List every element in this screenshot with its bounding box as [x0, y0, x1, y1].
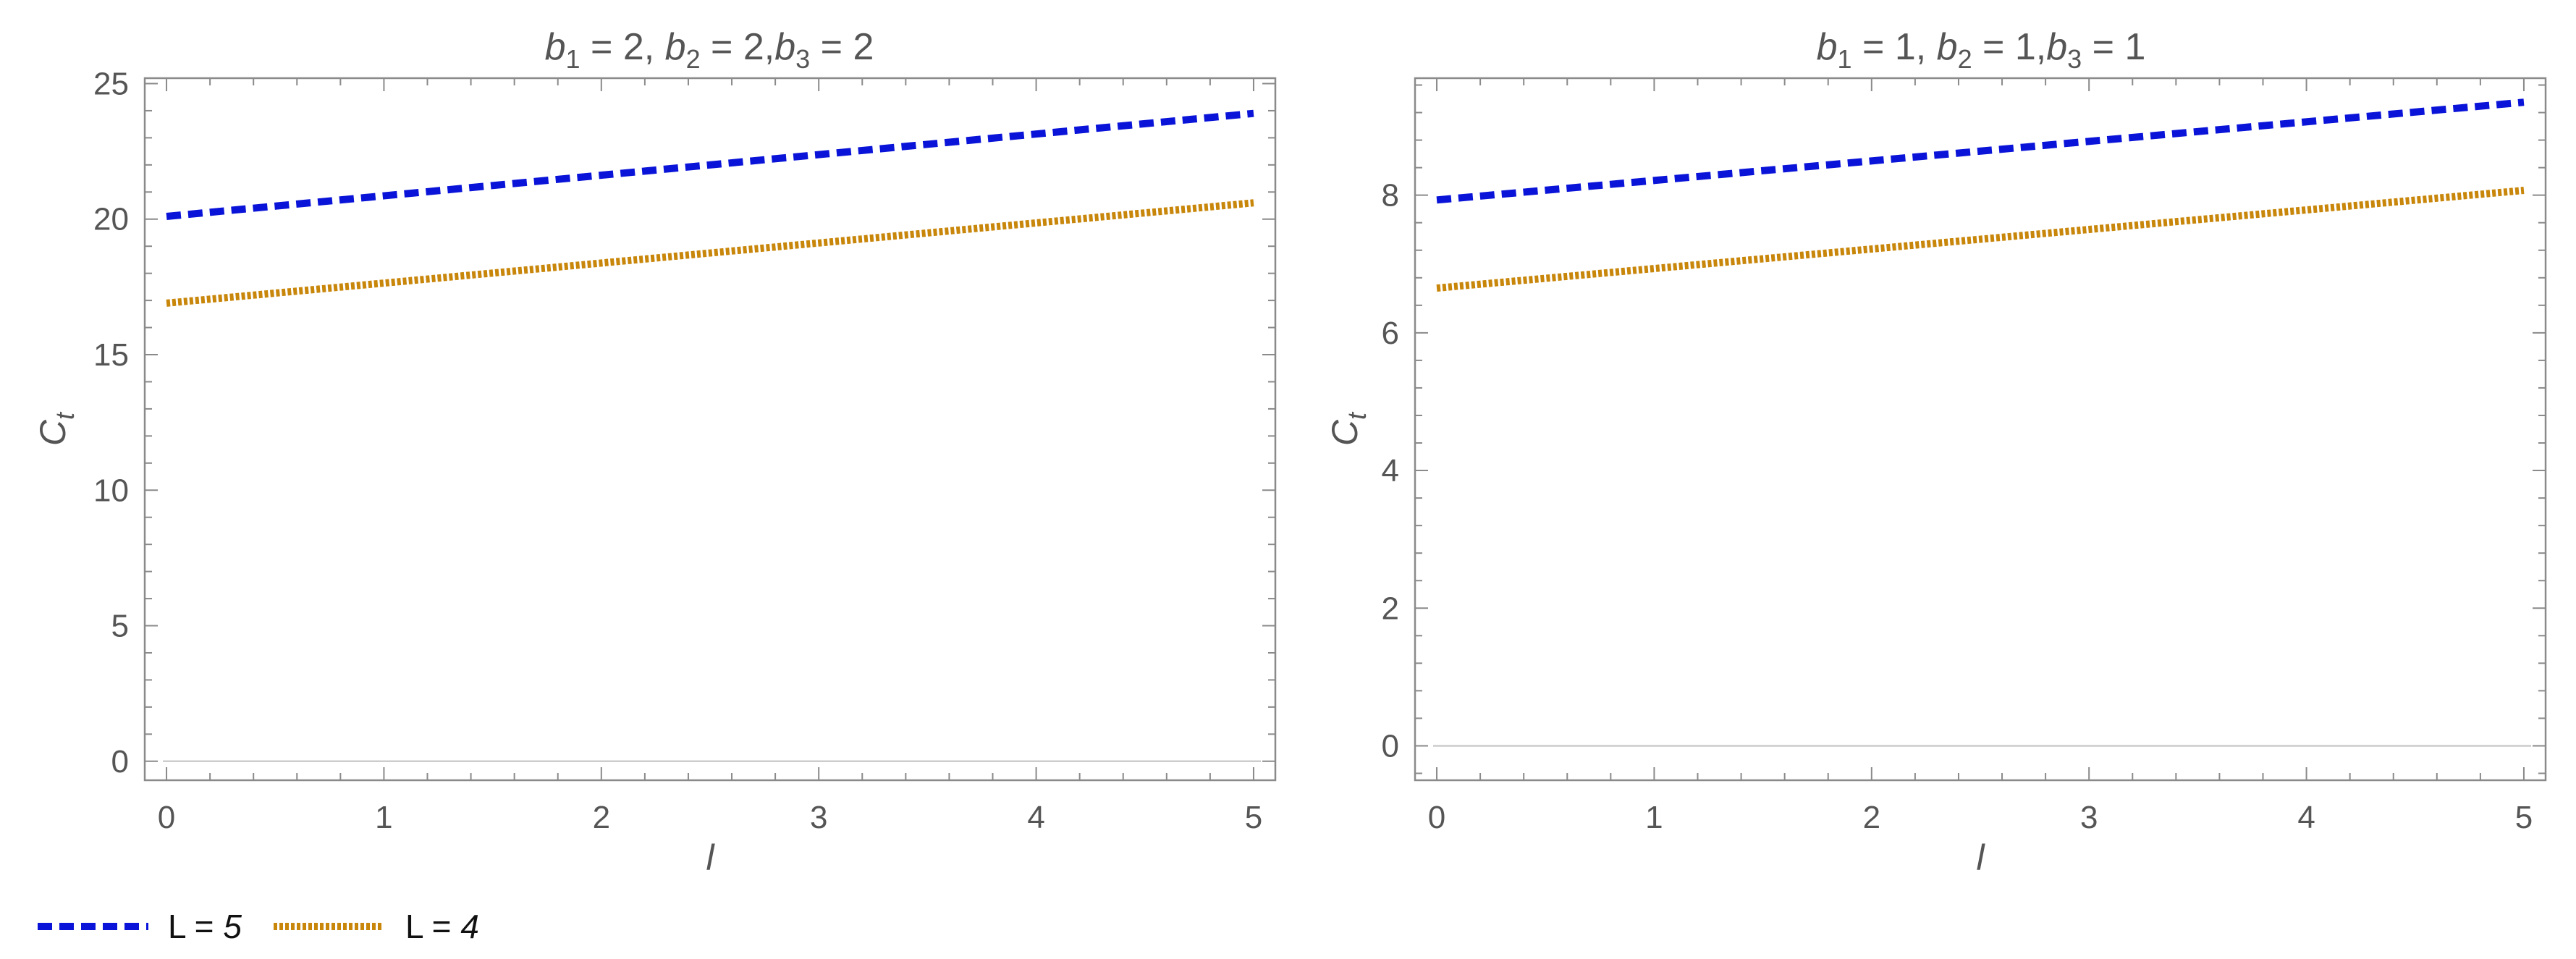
title-part: b: [1937, 26, 1958, 68]
y-label-main: C: [1325, 419, 1365, 446]
y-tick-label: 25: [93, 66, 129, 101]
title-part: = 2,: [701, 26, 775, 68]
title-part: = 1: [2082, 26, 2145, 68]
title-part: 3: [2067, 44, 2082, 74]
series-line-L5: [1436, 98, 2525, 204]
x-tick-label: 2: [1863, 800, 1880, 835]
x-tick-label: 4: [1027, 800, 1044, 835]
title-part: 3: [795, 44, 810, 74]
x-tick-label: 2: [593, 800, 610, 835]
y-axis-label: Ct: [1325, 411, 1372, 446]
x-tick-label: 5: [2515, 800, 2533, 835]
title-part: 1: [1838, 44, 1852, 74]
y-tick-label: 0: [1382, 728, 1399, 764]
title-part: 2: [686, 44, 701, 74]
title-part: b: [545, 26, 566, 68]
y-axis-label: Ct: [33, 411, 80, 446]
plot-frame: [143, 77, 1277, 782]
title-part: b: [2046, 26, 2067, 68]
chart-title: b1 = 2, b2 = 2,b3 = 2: [545, 26, 874, 74]
x-tick-label: 0: [1428, 800, 1445, 835]
chart-title: b1 = 1, b2 = 1,b3 = 1: [1817, 26, 2146, 74]
x-tick-label: 4: [2297, 800, 2315, 835]
x-tick-label: 3: [810, 800, 827, 835]
title-part: = 2: [810, 26, 874, 68]
x-axis-label: l: [706, 837, 715, 878]
legend: L = 5 L = 4: [38, 908, 479, 945]
title-part: 2: [1958, 44, 1972, 74]
x-tick-label: 1: [1645, 800, 1663, 835]
title-part: b: [774, 26, 795, 68]
plot-frame: [1414, 77, 2547, 782]
title-part: b: [1817, 26, 1838, 68]
series-line-L4: [166, 199, 1254, 307]
y-label-sub: t: [1342, 411, 1372, 420]
x-tick-label: 0: [158, 800, 175, 835]
title-part: b: [665, 26, 686, 68]
legend-label-L5: L = 5: [168, 908, 242, 945]
title-part: 1: [566, 44, 580, 74]
x-tick-label: 1: [375, 800, 392, 835]
x-axis-label: l: [1976, 837, 1985, 878]
y-tick-label: 20: [93, 202, 129, 237]
y-tick-label: 2: [1382, 591, 1399, 626]
x-tick-label: 3: [2080, 800, 2098, 835]
series-line-L4: [1436, 187, 2525, 292]
y-tick-label: 8: [1382, 178, 1399, 214]
y-tick-label: 4: [1382, 453, 1399, 489]
y-label-sub: t: [50, 411, 80, 420]
title-part: = 1,: [1972, 26, 2047, 68]
legend-label-L4: L = 4: [405, 908, 479, 945]
title-part: = 1,: [1852, 26, 1937, 68]
y-tick-label: 0: [111, 744, 129, 780]
y-tick-label: 6: [1382, 316, 1399, 351]
x-tick-label: 5: [1245, 800, 1262, 835]
y-tick-label: 10: [93, 473, 129, 508]
title-part: = 2,: [580, 26, 665, 68]
y-tick-label: 15: [93, 337, 129, 373]
series-line-L5: [166, 109, 1254, 220]
y-label-main: C: [33, 419, 73, 446]
y-tick-label: 5: [111, 609, 129, 644]
